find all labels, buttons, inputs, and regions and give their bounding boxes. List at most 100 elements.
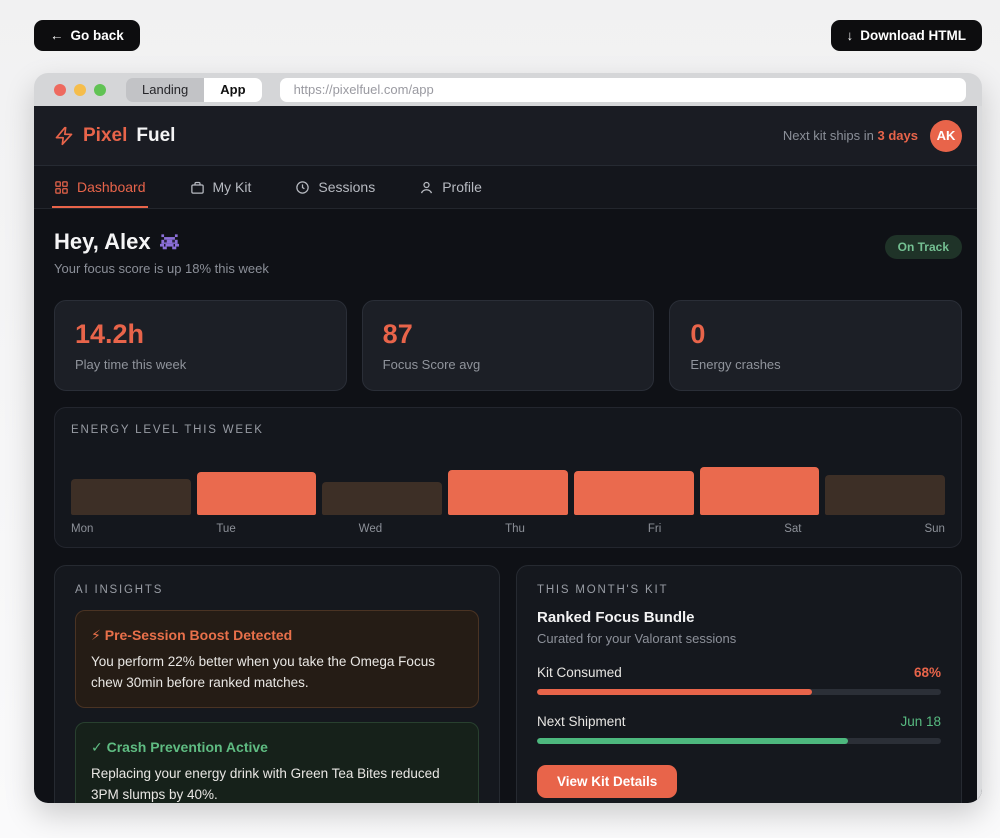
traffic-light-close[interactable]	[54, 83, 66, 96]
browser-window: Landing App https://pixelfuel.com/app Pi…	[34, 73, 982, 803]
status-badge: On Track	[884, 235, 962, 259]
weekday-labels: Mon Tue Wed Thu Fri Sat Sun	[71, 523, 945, 535]
active-tab-underline	[52, 206, 148, 208]
nav-item-dashboard[interactable]: Dashboard	[52, 166, 148, 208]
main-nav: Dashboard My Kit Sessions Profile	[34, 166, 982, 209]
tab-app-label: App	[220, 82, 246, 97]
kit-title: THIS MONTH'S KIT	[537, 584, 669, 596]
greeting-text: Hey, Alex	[54, 229, 151, 254]
nav-label-my-kit: My Kit	[212, 179, 252, 195]
kit-consumed-label: Kit Consumed	[537, 665, 622, 680]
monthly-kit-panel: THIS MONTH'S KIT Ranked Focus Bundle Cur…	[516, 565, 962, 803]
brand-second: Fuel	[136, 124, 176, 146]
app-shell: Pixel Fuel Next kit ships in 3 days AK D…	[34, 106, 982, 803]
ship-prefix: Next kit ships in	[782, 128, 878, 143]
app-header: Pixel Fuel Next kit ships in 3 days AK	[34, 106, 982, 166]
dashboard-content: Hey, Alex Your focus score is up 18% thi…	[34, 209, 982, 803]
weekday-label: Fri	[647, 523, 662, 535]
insight-title-text: Crash Prevention Active	[106, 738, 268, 755]
insight-title-text: Pre-Session Boost Detected	[104, 627, 293, 643]
stat-value: 14.2h	[75, 319, 145, 349]
stat-label: Energy crashes	[690, 357, 781, 372]
browser-chrome: Landing App https://pixelfuel.com/app	[34, 73, 982, 106]
energy-bar[interactable]	[699, 466, 820, 515]
kit-bundle-name: Ranked Focus Bundle	[537, 609, 695, 626]
check-glyph-icon: ✓	[91, 738, 103, 755]
stat-cards: 14.2h Play time this week 87 Focus Score…	[54, 300, 963, 391]
weekday-label: Sun	[924, 523, 945, 535]
insight-title: ⚡ Pre-Session Boost Detected	[91, 624, 463, 646]
stat-card-focus-score: 87 Focus Score avg	[361, 300, 655, 391]
stat-value: 87	[382, 319, 413, 349]
box-icon	[190, 180, 205, 195]
traffic-light-minimize[interactable]	[74, 83, 86, 96]
alien-invader-emoji-icon	[159, 233, 179, 251]
url-bar[interactable]: https://pixelfuel.com/app	[279, 77, 966, 102]
go-back-button[interactable]: ← Go back	[34, 20, 140, 51]
nav-item-sessions[interactable]: Sessions	[295, 166, 375, 208]
energy-bar[interactable]	[825, 475, 946, 515]
weekday-label: Mon	[71, 523, 94, 535]
nav-label-profile: Profile	[442, 179, 482, 195]
lightning-bolt-icon	[54, 126, 74, 146]
kit-consumed-row: Kit Consumed 68%	[537, 665, 941, 680]
nav-label-sessions: Sessions	[318, 179, 376, 195]
grid-icon	[54, 180, 69, 195]
tab-app[interactable]: App	[204, 77, 262, 102]
ship-status: Next kit ships in 3 days	[783, 128, 918, 143]
energy-bar[interactable]	[573, 470, 694, 515]
nav-item-profile[interactable]: Profile	[419, 166, 482, 208]
brand-first: Pixel	[83, 124, 128, 146]
weekday-label: Thu	[505, 523, 525, 535]
energy-bar[interactable]	[196, 472, 317, 515]
download-html-button[interactable]: ↓ Download HTML	[830, 20, 982, 51]
energy-bar[interactable]	[322, 481, 443, 515]
chart-title: ENERGY LEVEL THIS WEEK	[71, 424, 264, 436]
download-arrow-icon: ↓	[846, 28, 854, 43]
stat-card-energy-crashes: 0 Energy crashes	[669, 300, 963, 391]
progress-fill	[537, 689, 812, 695]
insight-body: Replacing your energy drink with Green T…	[91, 765, 440, 803]
tab-landing[interactable]: Landing	[126, 77, 205, 102]
stat-label: Play time this week	[75, 357, 187, 372]
bolt-glyph-icon: ⚡	[91, 627, 101, 643]
avatar-initials: AK	[936, 128, 956, 143]
go-back-label: Go back	[70, 28, 124, 43]
tab-landing-label: Landing	[142, 82, 189, 97]
insights-title: AI INSIGHTS	[75, 584, 164, 596]
insight-title: ✓ Crash Prevention Active	[91, 736, 463, 758]
energy-chart-card: ENERGY LEVEL THIS WEEK Mon Tue Wed Thu F…	[54, 407, 962, 548]
view-kit-details-button[interactable]: View Kit Details	[537, 765, 678, 798]
hero-subtitle: Your focus score is up 18% this week	[54, 261, 269, 276]
weekday-label: Tue	[216, 523, 236, 535]
page-title: Hey, Alex	[54, 229, 269, 255]
url-text: https://pixelfuel.com/app	[293, 82, 434, 97]
download-label: Download HTML	[860, 28, 966, 43]
scrollbar[interactable]	[977, 106, 982, 803]
brand[interactable]: Pixel Fuel	[54, 125, 175, 147]
traffic-light-maximize[interactable]	[94, 83, 106, 96]
kit-consumed-progressbar	[537, 689, 941, 695]
energy-bar[interactable]	[448, 470, 568, 515]
clock-icon	[295, 180, 310, 195]
nav-item-my-kit[interactable]: My Kit	[190, 166, 252, 208]
ship-highlight: 3 days	[877, 128, 918, 143]
energy-bar[interactable]	[71, 479, 191, 515]
person-icon	[419, 180, 434, 195]
insight-body: You perform 22% better when you take the…	[91, 654, 435, 691]
next-shipment-value: Jun 18	[900, 714, 941, 729]
energy-bars	[71, 450, 946, 515]
view-switcher: Landing App	[126, 77, 262, 102]
progress-fill	[537, 738, 849, 744]
insight-card-crash-prevention: ✓ Crash Prevention Active Replacing your…	[75, 721, 479, 803]
insight-card-boost: ⚡ Pre-Session Boost Detected You perform…	[75, 610, 479, 708]
avatar[interactable]: AK	[930, 119, 962, 152]
weekday-label: Sat	[784, 523, 802, 535]
stat-label: Focus Score avg	[382, 357, 481, 372]
kit-consumed-value: 68%	[913, 665, 941, 680]
page-toolbar: ← Go back ↓ Download HTML	[0, 0, 1000, 51]
nav-label-dashboard: Dashboard	[77, 179, 146, 195]
weekday-label: Wed	[358, 523, 383, 535]
kit-description: Curated for your Valorant sessions	[537, 631, 737, 646]
stat-value: 0	[690, 319, 706, 349]
